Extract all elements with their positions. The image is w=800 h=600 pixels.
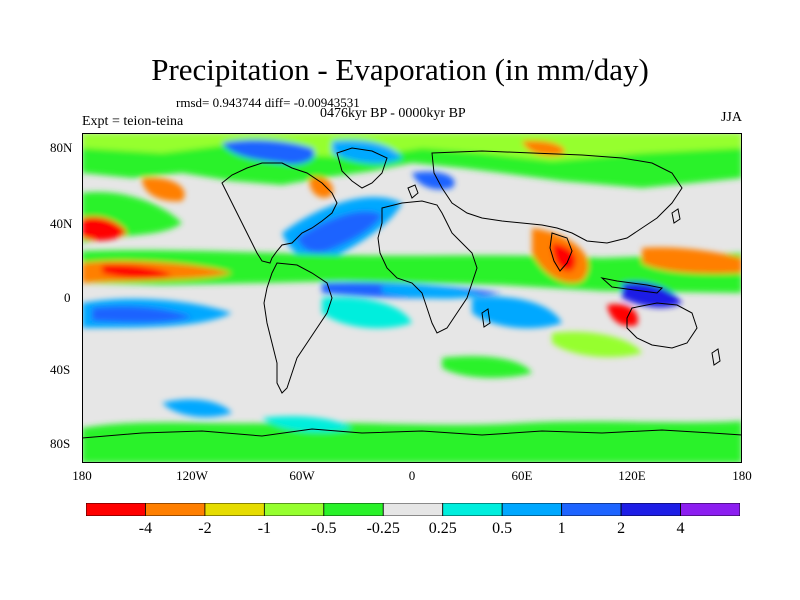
field-natlantic-blue [297,211,382,253]
colorbar-box [620,503,681,516]
lat-label-40n: 40N [50,216,73,231]
madagascar-outline [481,308,491,328]
lon-label-60w: 60W [289,468,315,483]
field-satlantic-cyan [322,297,412,329]
lat-label-40s: 40S [50,362,71,377]
coastlines [82,147,742,439]
field-arctic-orange [309,176,333,198]
colorbar-box [263,503,325,516]
antarctica-outline [82,428,742,439]
north-america-outline [221,162,338,264]
india-outline [549,232,573,272]
field-npacific-red [82,216,127,241]
anomaly-fields [82,133,742,463]
colorbar-label: 0.5 [492,520,513,537]
field-antarctic-cyan [262,416,352,433]
rmsd-diff-stats: rmsd= 0.943744 diff= -0.00943531 [176,95,360,110]
indonesia-outline [600,277,664,294]
world-map [82,133,742,463]
colorbar-box [204,503,265,516]
map-panel [82,133,742,463]
field-greenland-cyan [332,140,402,164]
season-label: JJA [720,110,742,125]
map-frame [82,133,742,463]
new-zealand-outline [711,348,721,366]
colorbar-box [382,503,444,516]
field-india-red [552,243,576,272]
lat-label-80s: 80S [50,436,71,451]
colorbar-box [561,503,622,516]
colorbar-box [86,503,146,516]
colorbar-label: 4 [676,520,685,537]
field-siberia-blue [412,171,455,190]
uk-outline [407,184,419,199]
colorbar-box [323,503,384,516]
field-canada-blue [222,139,315,165]
lat-label-0: 0 [64,290,71,305]
colorbar-box [145,503,206,516]
japan-outline [671,208,681,224]
australia-outline [626,302,698,349]
colorbar-box [680,503,740,516]
colorbar-label: 2 [617,520,626,537]
colorbar-box [442,503,503,516]
field-maritime-blue [622,281,682,308]
field-maritime-red [607,304,638,327]
field-spacific-blue [92,306,192,323]
lat-label-80n: 80N [50,140,73,155]
field-npacific-orange [142,177,185,202]
colorbar-label: -4 [138,520,153,537]
field-wpacific-orange [642,247,742,274]
plot-subtitle: 0476kyr BP - 0000kyr BP [320,106,466,121]
colorbar-label: -0.25 [366,520,400,537]
experiment-label: Expt = teion-teina [82,114,184,129]
field-atlantic-cyan [382,284,482,299]
lon-label-180e: 180 [732,468,752,483]
field-sindian-green [552,331,642,358]
colorbar-label: -2 [198,520,212,537]
colorbar [86,503,740,516]
field-indian-cyan [472,296,562,329]
field-south-cyan [162,399,232,418]
field-antarctic-green [82,421,742,463]
lon-label-0: 0 [408,468,416,483]
lon-label-180w: 180 [72,468,92,483]
colorbar-label: 1 [557,520,566,537]
south-america-outline [263,262,333,394]
lon-label-60e: 60E [511,468,533,483]
lon-label-120e: 120E [618,468,646,483]
lon-label-120w: 120W [176,468,208,483]
field-south-green [442,356,532,378]
colorbar-box [501,503,563,516]
colorbar-label: -0.5 [311,520,337,537]
plot-title: Precipitation - Evaporation (in mm/day) [151,52,649,87]
colorbar-label: -1 [257,520,272,537]
africa-europe-outline [377,200,478,334]
asia-outline [431,150,683,244]
field-itcz-red [102,264,172,279]
greenland-outline [336,147,388,189]
field-siberia-orange [522,140,565,156]
colorbar-label: 0.25 [428,520,457,537]
